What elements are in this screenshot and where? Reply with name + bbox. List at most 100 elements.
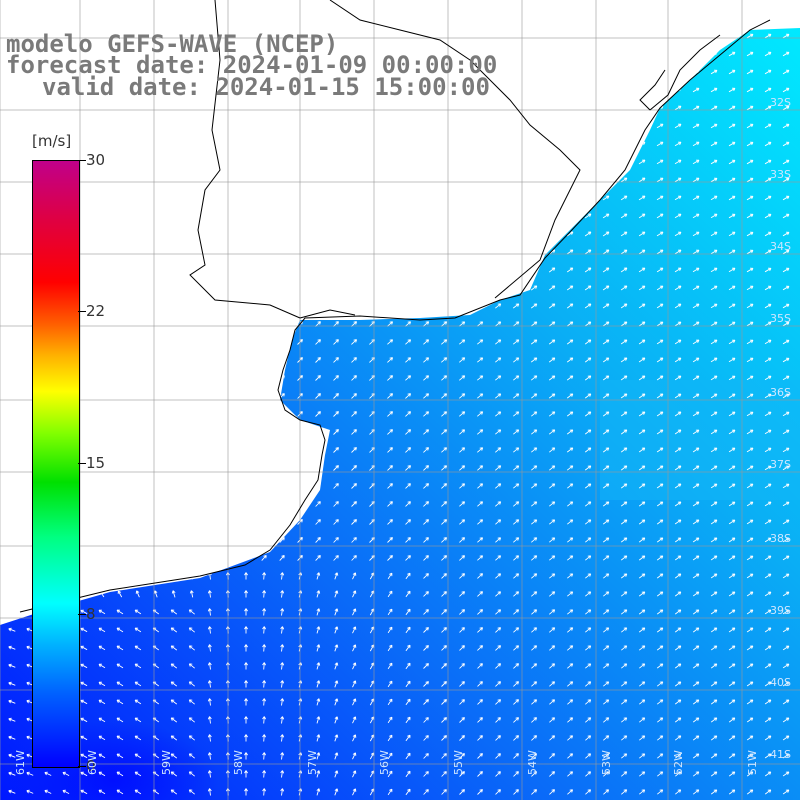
wind-arrow [656,393,664,399]
wind-arrow [477,357,484,363]
wind-arrow [674,483,682,489]
wind-arrow [548,429,556,435]
wind-arrow [584,465,592,471]
wind-arrow [728,285,736,291]
wind-arrow [620,429,628,435]
wind-arrow [620,285,628,291]
wind-arrow [262,608,267,616]
wind-arrow [764,177,772,183]
wind-arrow [585,753,592,759]
wind-arrow [567,591,574,597]
wind-arrow [782,231,790,237]
wind-arrow [657,771,664,777]
wind-arrow [656,645,664,651]
wind-arrow [710,465,718,471]
wind-arrow [405,483,411,489]
wind-arrow [188,681,195,687]
wind-arrow [315,536,321,543]
wind-arrow [8,753,16,758]
wind-arrow [782,537,790,543]
wind-arrow [710,717,718,723]
wind-arrow [566,375,574,381]
wind-arrow [477,789,483,795]
wind-arrow [333,465,339,471]
wind-arrow [333,357,339,363]
wind-arrow [710,411,718,417]
wind-arrow [746,699,754,705]
wind-arrow [657,717,664,723]
wind-arrow [728,501,736,507]
wind-arrow [567,519,574,525]
wind-arrow [244,608,248,616]
wind-arrow [728,267,736,273]
wind-arrow [98,663,106,669]
wind-arrow [316,698,321,706]
wind-arrow [495,555,502,561]
wind-arrow [567,573,574,579]
wind-arrow [459,717,465,723]
wind-arrow [459,537,466,543]
wind-arrow [116,627,124,633]
wind-arrow [244,698,248,706]
title-valid-date: valid date: 2024-01-15 15:00:00 [42,73,490,101]
wind-arrow [746,303,754,309]
wind-arrow [387,608,393,616]
wind-arrow [351,519,357,525]
wind-arrow [334,662,339,670]
wind-arrow [782,429,790,435]
wind-arrow [531,771,538,777]
wind-arrow [459,573,466,579]
wind-arrow [710,141,718,147]
wind-arrow [334,590,339,598]
wind-arrow [728,123,736,129]
wind-arrow [513,447,520,453]
wind-arrow [441,375,448,381]
wind-arrow [692,573,700,579]
wind-arrow [459,627,465,633]
wind-arrow [26,789,34,794]
wind-arrow [764,447,772,453]
wind-arrow [746,447,754,453]
wind-arrow [656,195,664,201]
wind-arrow [549,537,556,543]
wind-arrow [333,501,339,507]
wind-arrow [764,429,772,435]
wind-arrow [117,590,123,598]
wind-arrow [656,357,664,363]
wind-arrow [495,573,502,579]
wind-arrow [405,572,411,580]
wind-arrow [116,789,124,795]
wind-arrow [764,753,772,759]
wind-arrow [405,555,411,561]
wind-arrow [244,662,248,670]
wind-arrow [116,771,124,777]
wind-arrow [333,447,339,453]
wind-arrow [477,717,483,723]
wind-arrow [207,680,212,688]
wind-arrow [782,501,790,507]
wind-arrow [656,519,664,525]
wind-arrow [441,753,447,759]
wind-arrow [728,609,736,615]
wind-arrow [495,321,502,327]
wind-arrow [710,447,718,453]
wind-arrow [531,555,538,561]
wind-arrow [764,249,772,255]
wind-arrow [782,285,790,291]
wind-arrow [405,698,411,706]
wind-arrow [351,357,357,363]
wind-arrow [728,357,736,363]
wind-arrow [423,753,429,759]
wind-arrow [262,752,267,760]
wind-arrow [602,339,610,345]
wind-arrow [566,357,574,363]
longitude-label: 53W [600,750,613,775]
wind-arrow [782,321,790,327]
wind-arrow [782,609,790,615]
wind-arrow [585,537,592,543]
wind-arrow [8,663,16,668]
wind-arrow [728,411,736,417]
wind-arrow [764,375,772,381]
wind-arrow [549,483,556,489]
wind-arrow [423,699,429,705]
